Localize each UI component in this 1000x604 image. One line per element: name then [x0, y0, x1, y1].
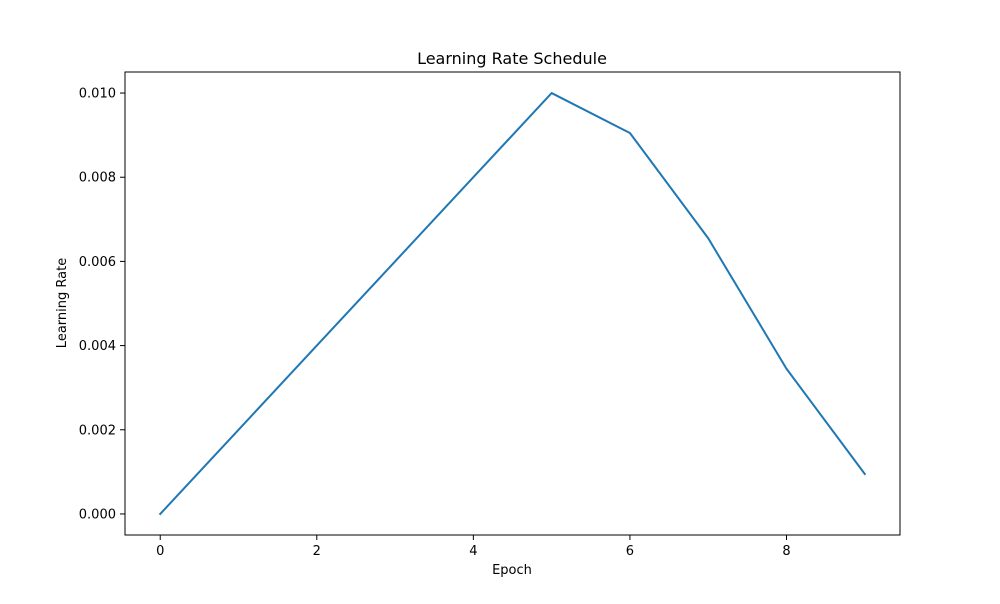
y-axis-label: Learning Rate — [55, 258, 70, 348]
x-tick-label: 4 — [469, 544, 477, 559]
y-tick-label: 0.010 — [79, 87, 116, 102]
x-tick-label: 0 — [156, 544, 164, 559]
plot-frame — [125, 72, 900, 535]
x-axis: 0 2 4 6 8 — [156, 535, 791, 559]
x-tick-label: 2 — [313, 544, 321, 559]
y-tick-label: 0.008 — [79, 171, 116, 186]
y-tick-label: 0.000 — [79, 507, 116, 522]
y-tick-label: 0.002 — [79, 423, 116, 438]
y-axis: 0.000 0.002 0.004 0.006 0.008 0.010 — [79, 87, 125, 523]
series-line — [160, 93, 865, 514]
x-axis-label: Epoch — [492, 563, 532, 578]
y-tick-label: 0.006 — [79, 255, 116, 270]
x-tick-label: 8 — [782, 544, 790, 559]
x-tick-label: 6 — [626, 544, 634, 559]
series-layer — [160, 93, 865, 514]
y-tick-label: 0.004 — [79, 339, 116, 354]
chart-title: Learning Rate Schedule — [417, 49, 607, 68]
